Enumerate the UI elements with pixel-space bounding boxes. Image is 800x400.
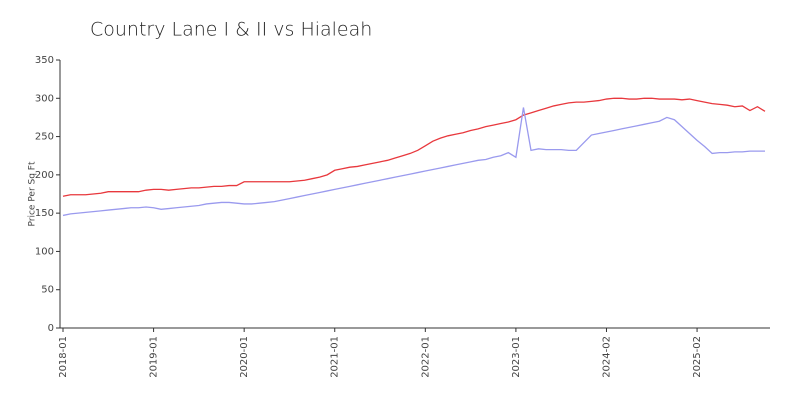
series-line bbox=[62, 97, 766, 197]
y-tick-label: 150 bbox=[35, 208, 54, 219]
y-tick-label: 250 bbox=[35, 132, 54, 143]
x-tick-label: 2022-01 bbox=[420, 336, 431, 378]
y-tick-label: 300 bbox=[35, 93, 54, 104]
series-line bbox=[62, 107, 765, 217]
x-tick-label: 2020-01 bbox=[239, 336, 250, 378]
x-tick-label: 2023-01 bbox=[511, 336, 522, 378]
y-tick-label: 0 bbox=[48, 323, 54, 334]
x-tick-label: 2019-01 bbox=[149, 336, 160, 378]
x-tick-label: 2018-01 bbox=[58, 336, 69, 378]
x-tick-label: 2025-02 bbox=[692, 336, 703, 378]
y-axis-label: Price Per Sq Ft bbox=[28, 161, 38, 226]
x-tick-label: 2021-01 bbox=[330, 336, 341, 378]
y-tick-label: 350 bbox=[35, 55, 54, 66]
y-tick-label: 200 bbox=[35, 170, 54, 181]
x-tick-label: 2024-02 bbox=[601, 336, 612, 378]
y-tick-label: 50 bbox=[41, 285, 54, 296]
chart-title: Country Lane I & II vs Hialeah bbox=[90, 19, 372, 41]
y-tick-label: 100 bbox=[35, 246, 54, 257]
